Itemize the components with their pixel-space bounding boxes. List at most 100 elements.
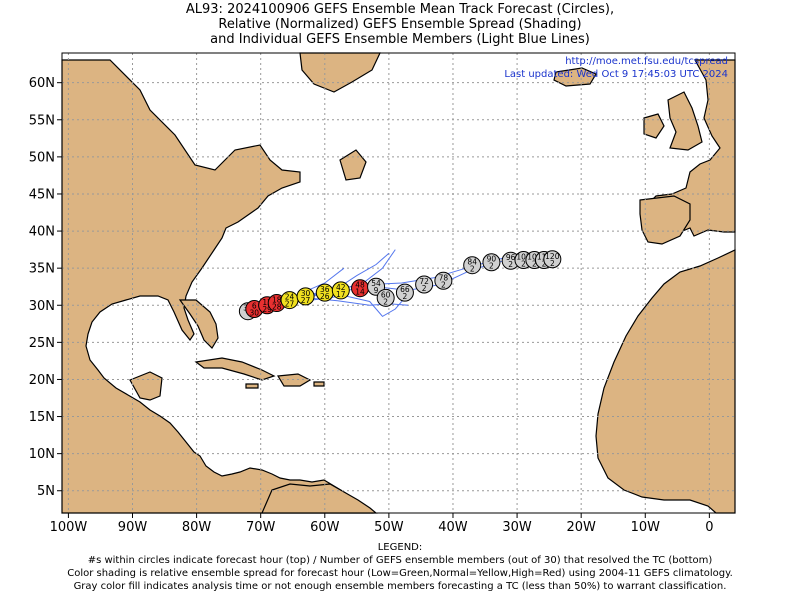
legend-line-3: Gray color fill indicates analysis time … [73,581,727,592]
lon-tick-label: 20W [566,520,596,535]
track-circle [463,256,482,275]
forecast-hour-label: 60 [381,290,391,299]
lat-tick-label: 50N [29,150,55,165]
lat-tick-label: 55N [29,113,55,128]
forecast-hour-label: 36 [320,285,330,294]
track-circle [296,287,315,306]
forecast-hour-label: 54 [371,279,381,288]
lon-tick-label: 70W [246,520,276,535]
forecast-hour-label: 6 [252,301,257,310]
member-count-label: 14 [355,288,365,297]
latitude-labels: 5N 10N 15N 20N 25N 30N 35N 40N 45N 50N 55N 60N [29,76,55,499]
track-circle [331,281,350,300]
source-url[interactable]: http://moe.met.fsu.edu/tcspread [565,56,728,67]
lat-tick-label: 40N [29,225,55,240]
forecast-hour-label: 108 [527,253,542,262]
track-circle [395,283,414,302]
greenland [299,52,381,93]
track-circle [376,288,395,307]
member-count-label: 29 [262,305,272,314]
member-count-label: 26 [320,292,330,301]
forecast-hour-label: 24 [285,293,295,302]
forecast-hour-label: 12 [262,298,272,307]
iberian-peninsula [639,195,691,245]
forecast-hour-label: 102 [516,253,531,262]
forecast-hour-label: 120 [545,252,560,261]
forecast-hour-label: 78 [439,273,449,282]
member-count-label: 2 [489,262,494,271]
member-count-label: 2 [441,280,446,289]
jamaica [245,383,259,389]
legend-line-2: Color shading is relative ensemble sprea… [67,568,733,579]
lon-tick-label: 60W [310,520,340,535]
member-count-label: 2 [521,260,526,269]
lat-tick-label: 25N [29,336,55,351]
forecast-hour-label: 72 [419,277,429,286]
track-point: 602 [376,288,395,307]
member-count-label: 2 [532,260,537,269]
title-line-1: AL93: 2024100906 GEFS Ensemble Mean Trac… [185,2,615,17]
lon-tick-label: 90W [118,520,148,535]
title-line-3: and Individual GEFS Ensemble Members (Li… [210,32,590,47]
forecast-hour-label: 84 [467,258,477,267]
longitude-labels: 100W 90W 80W 70W 60W 50W 40W 30W 20W 10W 0 [50,520,714,535]
lat-tick-label: 45N [29,187,55,202]
track-point: 782 [434,271,453,290]
axis-ticks [57,82,710,518]
member-count-label: 28 [272,303,282,312]
great-britain [667,91,703,151]
member-count-label: 27 [301,296,311,305]
track-point: 902 [482,253,501,272]
lat-tick-label: 30N [29,299,55,314]
last-updated: Last updated: Wed Oct 9 17:45:03 UTC 202… [504,69,728,80]
lat-tick-label: 35N [29,262,55,277]
lat-tick-label: 10N [29,447,55,462]
member-count-label: 2 [550,259,555,268]
track-circle [482,253,501,272]
puerto-rico [313,381,325,387]
legend-line-1: #s within circles indicate forecast hour… [87,555,713,566]
track-circle [434,271,453,290]
newfoundland [339,149,367,181]
lat-tick-label: 15N [29,410,55,425]
lat-tick-label: 5N [37,484,55,499]
lon-tick-label: 40W [438,520,468,535]
forecast-hour-label: 66 [400,285,410,294]
member-count-label: 2 [542,260,547,269]
member-count-label: 2 [508,260,513,269]
track-point: 662 [395,283,414,302]
lon-tick-label: 0 [705,520,713,535]
legend: LEGEND: #s within circles indicate forec… [0,541,800,593]
iceland [553,67,597,87]
forecast-hour-label: 96 [506,253,516,262]
track-circle [415,275,434,294]
member-count-label: 2 [470,265,475,274]
member-count-label: 2 [422,284,427,293]
forecast-hour-label: 30 [301,289,311,298]
south-america [261,483,378,514]
member-count-label: 9 [374,286,379,295]
lon-tick-label: 30W [502,520,532,535]
track-point: 842 [463,256,482,275]
forecast-hour-label: 18 [272,296,282,305]
legend-heading: LEGEND: [377,542,423,553]
africa [595,249,736,514]
lon-tick-label: 50W [374,520,404,535]
member-count-label: 2 [403,292,408,301]
title-line-2: Relative (Normalized) GEFS Ensemble Spre… [218,17,582,32]
lon-tick-label: 10W [631,520,661,535]
forecast-hour-label: 42 [336,283,346,292]
member-count-label: 30 [250,308,260,317]
forecast-hour-label: 48 [355,281,365,290]
source-info: http://moe.met.fsu.edu/tcspread Last upd… [504,55,728,81]
cuba [194,357,276,381]
member-count-label: 17 [336,290,346,299]
track-point: 722 [415,275,434,294]
map-frame [61,52,736,514]
